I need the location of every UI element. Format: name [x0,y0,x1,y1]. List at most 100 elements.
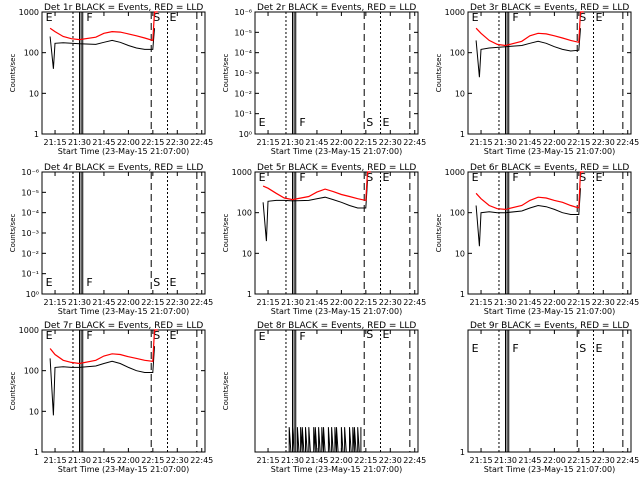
x-tick-label: 22:45 [616,138,639,147]
y-tick-label: 100 [24,367,39,376]
x-tick-label: 21:45 [518,298,541,307]
panel-title: Det 9r BLACK = Events, RED = LLD [470,321,629,331]
x-axis-label: Start Time (23-May-15 21:07:00) [484,307,615,316]
x-tick-label: 22:00 [117,298,140,307]
x-axis-label: Start Time (23-May-15 21:07:00) [271,307,402,316]
x-tick-label: 22:00 [543,456,566,465]
plot-frame [467,329,632,453]
x-tick-label: 22:15 [567,298,590,307]
x-tick-label: 21:45 [92,138,115,147]
x-tick-label: 21:15 [470,298,493,307]
x-tick-label: 21:30 [68,456,91,465]
annotation-letter: F [512,11,518,24]
x-tick-label: 22:00 [330,456,353,465]
annotation-letter: E [259,116,266,129]
x-tick-label: 21:15 [44,138,67,147]
x-tick-label: 22:15 [567,456,590,465]
series-lld-line [475,171,584,211]
y-tick-label: 10 [242,249,252,258]
annotation-letter: S [366,171,373,184]
panel-det-6: Det 6r BLACK = Events, RED = LLD 21:15 21:… [435,163,639,316]
x-tick-label: 21:15 [470,456,493,465]
y-axis-label: Counts/sec [222,54,230,93]
annotation-letter: E [472,171,479,184]
series-events-line [475,188,581,247]
x-tick-label: 22:45 [616,298,639,307]
x-axis-label: Start Time (23-May-15 21:07:00) [58,465,189,474]
x-tick-label: 22:30 [166,138,189,147]
x-tick-label: 22:00 [117,456,140,465]
panel-title: Det 3r BLACK = Events, RED = LLD [470,3,629,13]
panel-title: Det 7r BLACK = Events, RED = LLD [44,321,203,331]
x-tick-label: 21:45 [518,456,541,465]
x-tick-label: 22:45 [190,456,213,465]
x-tick-label: 22:15 [354,298,377,307]
y-tick-label: 100 [237,209,252,218]
annotation-letter: F [86,276,92,289]
plot-frame [467,11,632,135]
y-tick-label: 10⁻³ [21,229,39,238]
x-tick-label: 21:30 [281,138,304,147]
y-tick-label: 100 [450,209,465,218]
annotation-letter: F [86,11,92,24]
x-tick-label: 22:30 [592,138,615,147]
y-tick-label: 10 [455,249,465,258]
y-tick-label: 10⁻² [21,249,39,258]
y-tick-label: 10⁻⁵ [234,28,252,37]
y-tick-label: 10 [29,89,39,98]
y-axis-label: Counts/sec [9,54,17,93]
annotation-letter: E [259,171,266,184]
annotation-letter: S [579,171,586,184]
x-axis-label: Start Time (23-May-15 21:07:00) [484,147,615,156]
annotation-letter: E [596,11,603,24]
annotation-letter: E [170,11,177,24]
annotation-letter: S [153,276,160,289]
y-tick-label: 10⁻⁵ [21,188,39,197]
y-tick-label: 1000 [232,168,252,177]
y-tick-label: 1 [247,290,252,299]
x-tick-label: 21:30 [494,456,517,465]
x-tick-label: 22:15 [141,138,164,147]
plot-frame [254,11,419,135]
y-tick-label: 10⁻⁶ [234,8,252,17]
y-tick-label: 10⁰ [26,290,39,299]
y-tick-label: 10⁻⁴ [21,209,39,218]
x-tick-label: 22:00 [543,138,566,147]
x-tick-label: 21:30 [68,298,91,307]
x-tick-label: 21:45 [305,456,328,465]
y-tick-label: 10⁻³ [234,69,252,78]
annotation-letter: E [596,171,603,184]
x-tick-label: 21:30 [494,138,517,147]
y-tick-label: 10 [455,89,465,98]
y-tick-label: 1 [460,448,465,457]
series-lld-line [262,171,371,202]
y-tick-label: 1000 [445,168,465,177]
x-tick-label: 21:45 [518,138,541,147]
x-tick-label: 21:45 [92,298,115,307]
annotation-letter: S [579,342,586,355]
x-tick-label: 21:45 [305,138,328,147]
x-tick-label: 21:30 [281,456,304,465]
x-tick-label: 21:30 [68,138,91,147]
y-axis-label: Counts/sec [222,372,230,411]
y-tick-label: 10⁻¹ [21,270,39,279]
series-events-line [287,427,362,453]
series-lld-line [49,329,158,365]
y-tick-label: 10⁰ [239,130,252,139]
panel-title: Det 6r BLACK = Events, RED = LLD [470,163,629,173]
panel-title: Det 1r BLACK = Events, RED = LLD [44,3,203,13]
x-tick-label: 21:45 [305,298,328,307]
x-tick-label: 21:15 [44,298,67,307]
annotation-letter: E [383,328,390,341]
x-tick-label: 22:30 [166,456,189,465]
y-tick-label: 1 [34,448,39,457]
plot-frame [254,171,419,295]
annotation-letter: E [472,11,479,24]
